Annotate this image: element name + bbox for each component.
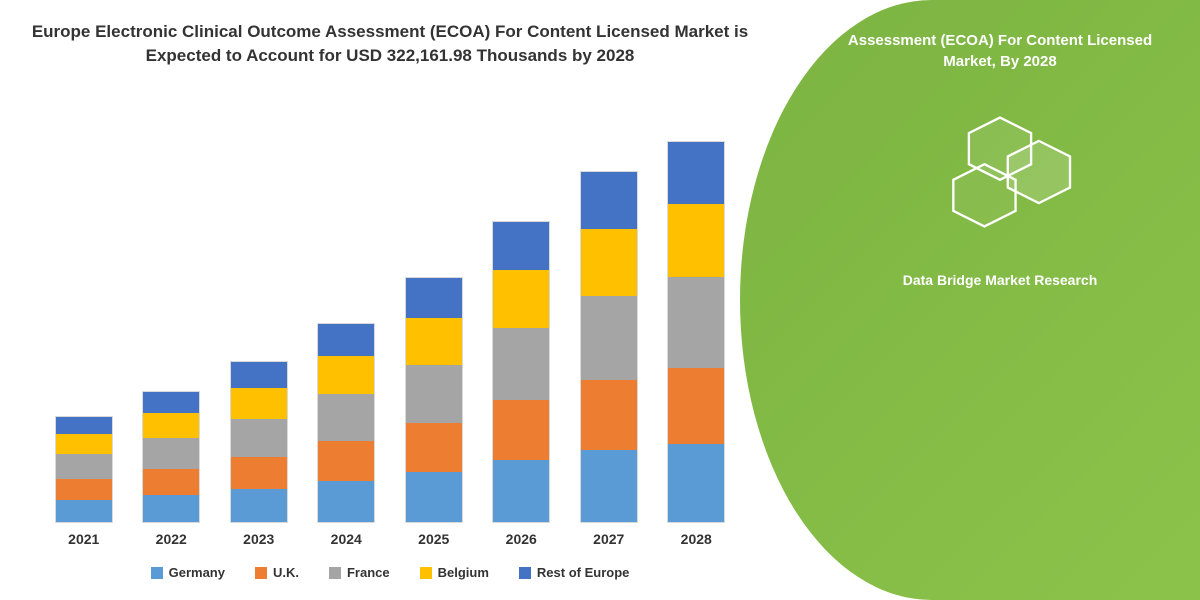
info-panel-title: Assessment (ECOA) For Content Licensed M…	[820, 30, 1180, 72]
x-axis-label: 2028	[681, 531, 712, 547]
chart-panel: Europe Electronic Clinical Outcome Asses…	[0, 0, 780, 600]
bar-stack	[230, 361, 288, 523]
x-axis-label: 2023	[243, 531, 274, 547]
bar-group: 2022	[136, 391, 206, 547]
bar-stack	[492, 221, 550, 523]
bar-segment	[318, 324, 374, 356]
legend-swatch	[519, 567, 531, 579]
bar-segment	[56, 454, 112, 479]
bar-segment	[668, 204, 724, 277]
bar-segment	[668, 444, 724, 522]
bar-segment	[231, 419, 287, 457]
bar-segment	[56, 500, 112, 522]
bar-stack	[667, 141, 725, 523]
bar-segment	[493, 222, 549, 270]
bar-segment	[493, 460, 549, 522]
legend-swatch	[420, 567, 432, 579]
bar-segment	[668, 368, 724, 444]
bar-group: 2028	[661, 141, 731, 547]
legend-item: France	[329, 565, 390, 580]
bar-group: 2023	[224, 361, 294, 547]
bar-segment	[318, 394, 374, 441]
legend-item: Germany	[151, 565, 225, 580]
legend-label: Belgium	[438, 565, 489, 580]
info-panel-subtitle: Data Bridge Market Research	[903, 272, 1098, 288]
chart-title: Europe Electronic Clinical Outcome Asses…	[30, 20, 750, 68]
bar-segment	[318, 441, 374, 481]
bar-segment	[581, 296, 637, 380]
info-panel: Assessment (ECOA) For Content Licensed M…	[740, 0, 1200, 600]
legend-item: Rest of Europe	[519, 565, 629, 580]
chart-legend: Germany U.K. France Belgium Rest of Europe	[30, 565, 750, 580]
x-axis-label: 2022	[156, 531, 187, 547]
bar-segment	[143, 392, 199, 413]
bar-segment	[406, 365, 462, 423]
bar-segment	[493, 270, 549, 328]
bar-segment	[231, 457, 287, 489]
bar-stack	[580, 171, 638, 523]
bar-group: 2027	[574, 171, 644, 547]
bar-segment	[56, 417, 112, 434]
legend-label: U.K.	[273, 565, 299, 580]
bar-segment	[318, 481, 374, 522]
x-axis-label: 2026	[506, 531, 537, 547]
legend-swatch	[329, 567, 341, 579]
legend-item: Belgium	[420, 565, 489, 580]
bar-group: 2024	[311, 323, 381, 547]
bar-segment	[56, 434, 112, 454]
legend-swatch	[255, 567, 267, 579]
x-axis-label: 2021	[68, 531, 99, 547]
bar-segment	[56, 479, 112, 500]
bar-segment	[493, 400, 549, 460]
legend-item: U.K.	[255, 565, 299, 580]
bar-segment	[231, 388, 287, 419]
bar-segment	[406, 318, 462, 365]
legend-label: France	[347, 565, 390, 580]
bar-segment	[668, 277, 724, 368]
bar-stack	[317, 323, 375, 523]
bar-stack	[405, 277, 463, 523]
bar-group: 2026	[486, 221, 556, 547]
bar-segment	[581, 172, 637, 229]
hexagon-icon	[920, 102, 1080, 242]
bar-stack	[142, 391, 200, 523]
bar-segment	[406, 472, 462, 522]
bar-group: 2021	[49, 416, 119, 547]
bar-segment	[143, 413, 199, 438]
chart-plot-area: 2021 2022 2023 2024 2025 2026 2027 2028	[30, 88, 750, 547]
bar-group: 2025	[399, 277, 469, 547]
bar-segment	[318, 356, 374, 394]
x-axis-label: 2025	[418, 531, 449, 547]
x-axis-label: 2024	[331, 531, 362, 547]
bar-segment	[668, 142, 724, 204]
bar-segment	[143, 469, 199, 495]
bar-segment	[406, 278, 462, 318]
x-axis-label: 2027	[593, 531, 624, 547]
bar-segment	[231, 362, 287, 388]
legend-swatch	[151, 567, 163, 579]
legend-label: Rest of Europe	[537, 565, 629, 580]
bar-segment	[143, 495, 199, 522]
bar-stack	[55, 416, 113, 523]
bar-segment	[493, 328, 549, 400]
bar-segment	[406, 423, 462, 472]
bar-segment	[143, 438, 199, 469]
legend-label: Germany	[169, 565, 225, 580]
bar-segment	[581, 450, 637, 522]
bar-segment	[581, 380, 637, 450]
bar-segment	[581, 229, 637, 296]
bar-segment	[231, 489, 287, 522]
